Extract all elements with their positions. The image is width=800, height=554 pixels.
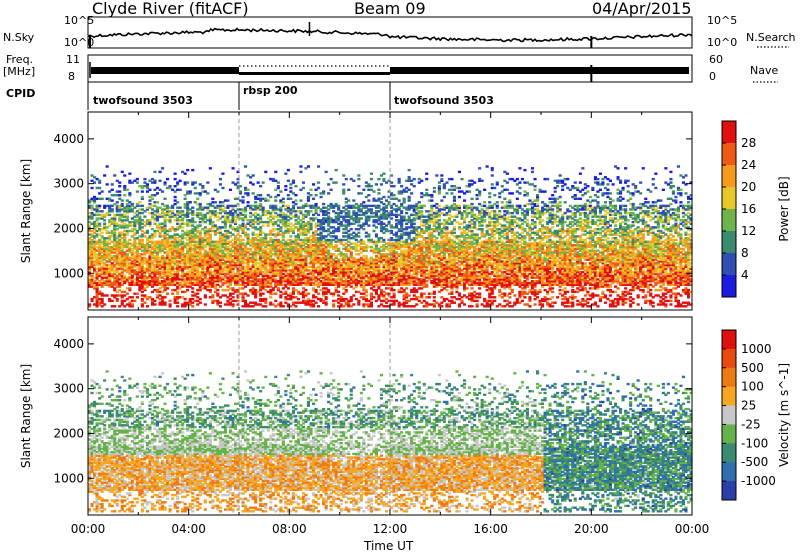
colorbar-label: Power [dB]: [777, 176, 791, 241]
x-tick-label: 04:00: [171, 522, 206, 536]
noise-right-top: 10^5: [707, 14, 738, 27]
colorbar-swatch: [722, 405, 736, 425]
colorbar-swatch: [722, 386, 736, 407]
y-tick-label: 3000: [53, 177, 84, 191]
y-tick-label: 2000: [53, 221, 84, 235]
cpid-segment-3: twofsound 3503: [394, 94, 494, 107]
colorbar-tick-label: 12: [741, 224, 756, 238]
noise-sky-line: [87, 27, 693, 43]
colorbar-swatch: [722, 187, 736, 210]
colorbar-label: Velocity [m s^-1]: [777, 363, 791, 467]
y-tick-label: 1000: [53, 471, 84, 485]
colorbar-swatch: [722, 209, 736, 232]
y-axis-label: Slant Range [km]: [19, 364, 33, 468]
freq-label-2: [MHz]: [3, 65, 36, 78]
freq-band-2: [239, 72, 390, 75]
x-tick-label: 00:00: [675, 522, 710, 536]
x-tick-label: 20:00: [574, 522, 609, 536]
x-tick-label: 12:00: [373, 522, 408, 536]
colorbar-swatch: [722, 121, 736, 144]
colorbar-tick-label: 4: [741, 268, 749, 282]
freq-right-bottom: 0: [709, 70, 716, 83]
colorbar-swatch: [722, 462, 736, 482]
y-tick-label: 4000: [53, 337, 84, 351]
colorbar-frame: [721, 329, 737, 501]
y-tick-label: 3000: [53, 382, 84, 396]
colorbar-tick-label: -500: [741, 455, 768, 469]
colorbar-tick-label: 1000: [741, 342, 772, 356]
velocity-scatter-cells: [88, 370, 693, 513]
colorbar-tick-label: -100: [741, 436, 768, 450]
colorbar-tick-label: 25: [741, 399, 756, 413]
freq-left-bottom: 8: [68, 70, 75, 83]
x-tick-label: 00:00: [71, 522, 106, 536]
x-axis-title: Time UT: [364, 539, 414, 553]
freq-right-top: 60: [709, 53, 723, 66]
nave-label: Nave: [750, 64, 779, 77]
date-title: 04/Apr/2015: [592, 0, 692, 18]
colorbar-swatch: [722, 330, 736, 350]
y-tick-label: 2000: [53, 426, 84, 440]
cpid-label: CPID: [6, 87, 36, 100]
colorbar-tick-label: 8: [741, 246, 749, 260]
colorbar-swatch: [722, 143, 736, 166]
freq-label-1: Freq.: [6, 53, 34, 66]
colorbar-tick-label: 20: [741, 180, 756, 194]
colorbar-swatch: [722, 165, 736, 188]
nsearch-label: N.Search: [746, 31, 796, 44]
colorbar-swatch: [722, 275, 736, 298]
y-axis-label: Slant Range [km]: [19, 159, 33, 263]
noise-panel-frame: [87, 16, 693, 49]
cpid-segment-2: rbsp 200: [243, 84, 298, 97]
colorbar-swatch: [722, 348, 736, 369]
colorbar-tick-label: 28: [741, 136, 756, 150]
beam-title: Beam 09: [354, 0, 426, 18]
cpid-segment-1: twofsound 3503: [93, 94, 193, 107]
freq-band-1: [91, 67, 239, 74]
power-scatter-cells: [88, 165, 693, 308]
colorbar-tick-label: -1000: [741, 474, 776, 488]
colorbar-swatch: [722, 481, 736, 501]
noise-left-top: 10^5: [64, 14, 95, 27]
colorbar-swatch: [722, 367, 736, 388]
noise-left-bottom: 10^0: [64, 36, 95, 49]
y-tick-label: 1000: [53, 266, 84, 280]
x-tick-label: 08:00: [272, 522, 307, 536]
colorbar-swatch: [722, 253, 736, 276]
freq-band-3: [390, 67, 689, 74]
x-tick-label: 16:00: [473, 522, 508, 536]
y-tick-label: 4000: [53, 132, 84, 146]
colorbar-tick-label: -25: [741, 417, 761, 431]
colorbar-tick-label: 16: [741, 202, 756, 216]
noise-right-bottom: 10^0: [707, 36, 738, 49]
colorbar-tick-label: 100: [741, 380, 764, 394]
station-title: Clyde River (fitACF): [92, 0, 249, 18]
nsky-label: N.Sky: [3, 31, 35, 44]
freq-left-top: 11: [66, 53, 80, 66]
colorbar-swatch: [722, 231, 736, 254]
colorbar-swatch: [722, 424, 736, 444]
colorbar-swatch: [722, 443, 736, 463]
colorbar-tick-label: 24: [741, 158, 756, 172]
colorbar-tick-label: 500: [741, 361, 764, 375]
